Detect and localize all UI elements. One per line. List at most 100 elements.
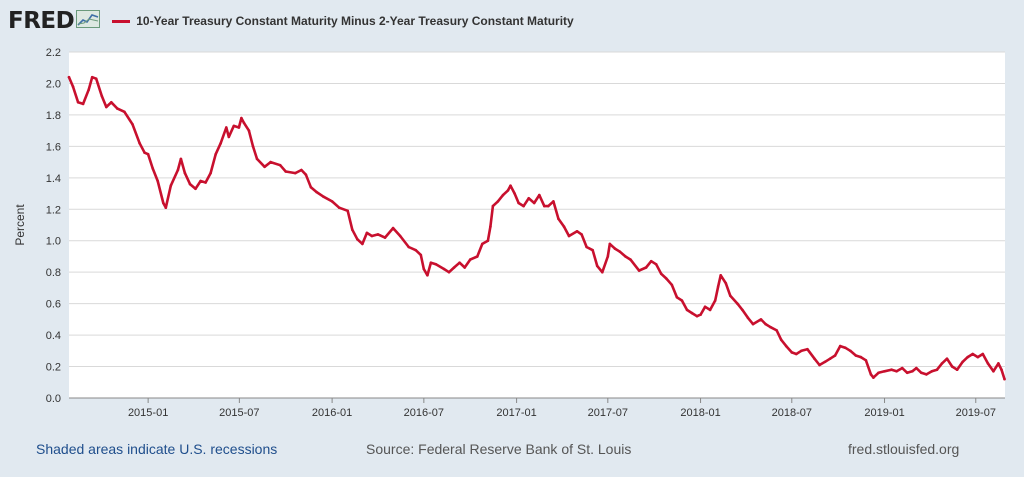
data-point — [183, 171, 187, 175]
data-point — [337, 206, 341, 209]
data-point — [116, 107, 119, 110]
data-point — [225, 126, 228, 129]
data-point — [955, 368, 959, 372]
data-point — [759, 318, 763, 321]
y-axis-label: Percent — [13, 204, 27, 246]
data-point — [517, 201, 520, 205]
data-point — [351, 228, 354, 231]
recession-note-link[interactable]: Shaded areas indicate U.S. recessions — [36, 441, 278, 457]
data-point — [188, 182, 192, 186]
data-point — [543, 204, 546, 208]
data-point — [935, 368, 939, 372]
data-point — [506, 189, 510, 192]
data-point — [294, 171, 297, 175]
chart-legend: 10-Year Treasury Constant Maturity Minus… — [112, 14, 574, 28]
data-point — [971, 352, 974, 356]
data-point — [613, 247, 617, 250]
data-point — [162, 201, 165, 205]
data-point — [247, 129, 251, 132]
x-tick-label: 2018-01 — [680, 407, 720, 419]
data-point — [864, 359, 868, 362]
data-point — [131, 123, 134, 126]
data-point — [429, 261, 433, 265]
data-point — [950, 365, 954, 368]
data-point — [695, 314, 699, 318]
data-point — [779, 338, 783, 342]
data-point — [976, 355, 980, 359]
data-point — [452, 266, 456, 269]
data-point — [675, 296, 679, 299]
data-point — [110, 101, 113, 104]
data-point — [818, 363, 821, 367]
data-point — [300, 168, 303, 172]
data-point — [580, 233, 583, 236]
data-point — [209, 171, 212, 175]
data-point — [322, 195, 325, 198]
data-point — [764, 322, 767, 326]
x-tick-label: 2019-01 — [864, 407, 904, 419]
y-tick-label: 1.2 — [46, 204, 61, 216]
data-point — [806, 347, 809, 351]
data-point — [915, 366, 918, 370]
data-point — [81, 102, 85, 106]
data-point — [194, 187, 197, 191]
data-point — [255, 157, 259, 161]
data-point — [370, 234, 374, 238]
data-point — [567, 234, 571, 238]
data-point — [925, 373, 928, 376]
trend-line-icon — [76, 9, 101, 33]
data-point — [703, 305, 707, 309]
data-point — [719, 274, 722, 277]
y-tick-label: 0.0 — [46, 393, 61, 405]
data-point — [123, 110, 126, 114]
x-tick-label: 2017-07 — [588, 407, 628, 419]
data-point — [447, 270, 451, 274]
x-tick-label: 2016-01 — [312, 407, 352, 419]
data-point — [843, 346, 847, 350]
fred-logo[interactable]: FRED — [8, 8, 75, 34]
y-tick-label: 0.8 — [46, 267, 61, 279]
data-point — [278, 163, 282, 167]
data-point — [383, 236, 387, 239]
data-point — [269, 160, 272, 164]
data-point — [434, 263, 438, 266]
data-point — [736, 302, 739, 305]
data-point — [849, 349, 852, 353]
data-point — [179, 157, 183, 161]
data-point — [751, 322, 755, 326]
data-point — [680, 299, 684, 302]
data-point — [608, 242, 612, 246]
x-tick-label: 2017-01 — [496, 407, 536, 419]
data-point — [961, 360, 964, 364]
data-point — [997, 362, 1000, 365]
data-point — [637, 269, 641, 272]
data-point — [263, 165, 266, 169]
data-point — [562, 225, 566, 228]
y-tick-label: 1.6 — [46, 141, 61, 153]
data-point — [606, 255, 610, 258]
data-point — [838, 344, 842, 348]
data-point — [624, 255, 627, 258]
legend-swatch — [112, 19, 131, 23]
data-point — [176, 168, 180, 172]
data-point — [199, 179, 202, 183]
data-point — [143, 151, 146, 154]
site-url: fred.stlouisfed.org — [848, 441, 960, 457]
data-point — [242, 121, 246, 125]
data-point — [489, 225, 492, 228]
data-point — [522, 204, 525, 208]
data-point — [1003, 377, 1006, 381]
data-point — [800, 349, 803, 353]
data-point — [146, 152, 150, 156]
data-point — [823, 360, 827, 364]
data-point — [920, 371, 923, 375]
chart-header: FRED 10-Year Treasury Constant Maturity … — [8, 4, 574, 38]
data-point — [699, 313, 702, 316]
y-tick-label: 1.0 — [46, 236, 61, 248]
data-point — [376, 233, 380, 236]
data-point — [724, 281, 728, 285]
data-point — [854, 354, 858, 357]
y-tick-label: 1.4 — [46, 173, 61, 185]
data-point — [557, 217, 560, 220]
data-point — [895, 370, 898, 373]
